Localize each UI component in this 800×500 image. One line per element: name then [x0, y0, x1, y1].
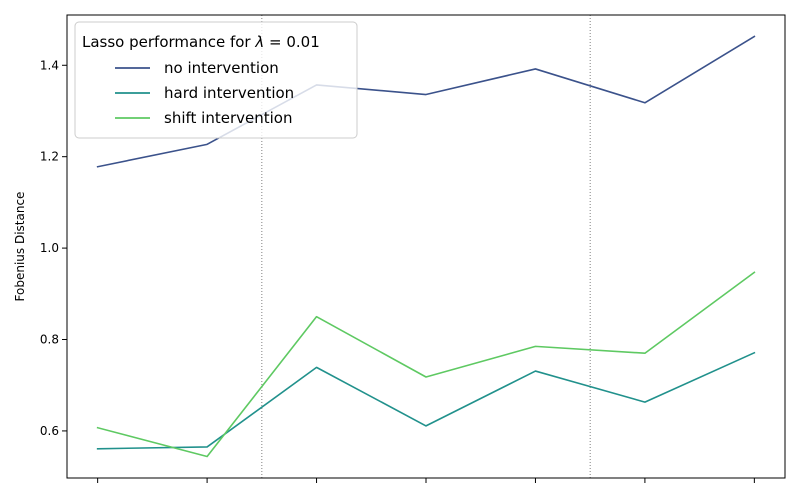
y-tick-label: 1.2 [40, 150, 59, 164]
vertical-reference-lines [261, 15, 591, 478]
y-axis-label: Fobenius Distance [13, 192, 27, 302]
y-tick-label: 1.4 [40, 58, 59, 72]
legend-entries: no intervention hard intervention shift in… [115, 59, 294, 127]
plot-frame [66, 14, 786, 479]
series-line-shift-intervention [96, 271, 756, 458]
legend-title-symbol: λ [254, 33, 264, 51]
legend-label: no intervention [164, 59, 279, 77]
legend-title-prefix: Lasso performance for [82, 33, 255, 51]
legend: Lasso performance for λ = 0.01 no interv… [74, 21, 358, 139]
y-tick-label: 1.0 [40, 241, 59, 255]
y-axis-ticks: 0.6 0.8 1.0 1.2 1.4 [40, 58, 67, 438]
legend-label: hard intervention [164, 84, 294, 102]
series-line-hard-intervention [96, 351, 756, 450]
y-tick-label: 0.6 [40, 424, 59, 438]
x-axis-ticks [97, 478, 755, 483]
legend-title: Lasso performance for λ = 0.01 [82, 33, 320, 51]
legend-title-suffix: = 0.01 [264, 33, 320, 51]
series-line-no-intervention [96, 35, 756, 168]
y-tick-label: 0.8 [40, 333, 59, 347]
series-lines [96, 35, 756, 458]
legend-label: shift intervention [164, 109, 292, 127]
legend-box [74, 21, 358, 139]
